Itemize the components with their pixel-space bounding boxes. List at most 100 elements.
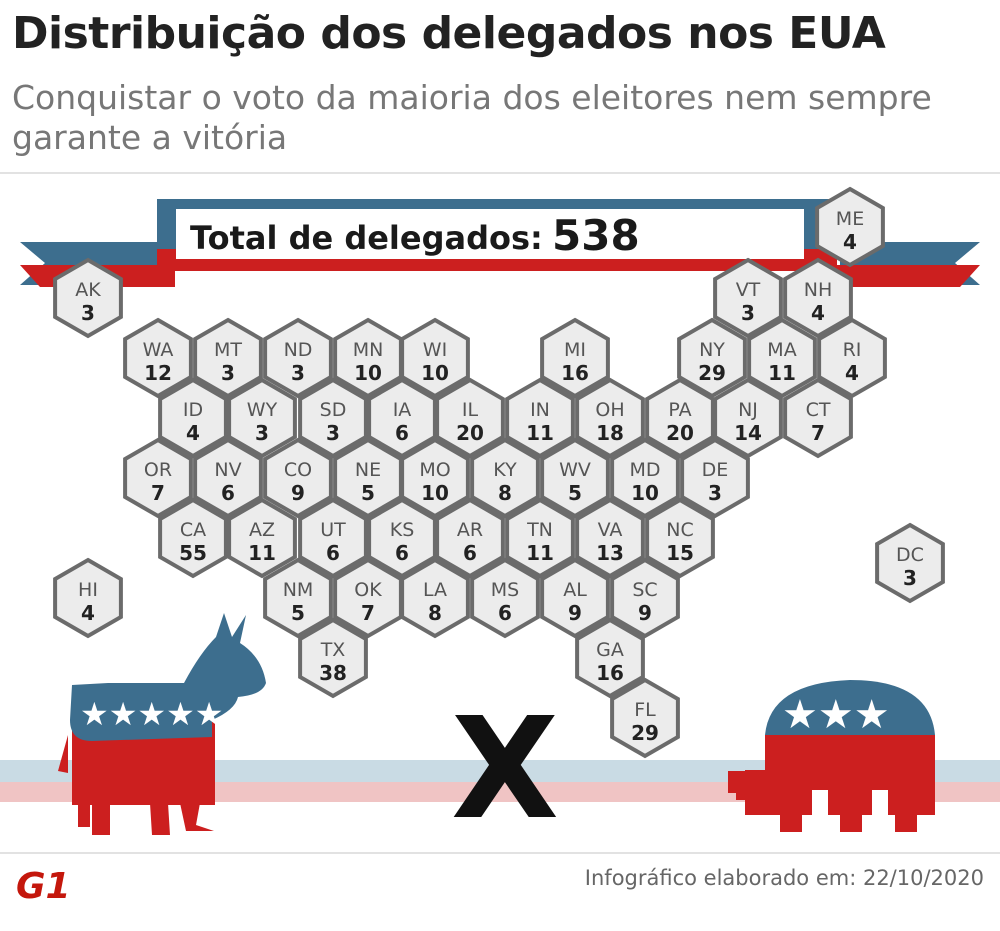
state-hex-shape [610,677,680,759]
state-abbr: AZ [249,519,275,541]
state-abbr: NJ [738,399,758,421]
state-votes: 3 [903,566,917,590]
state-abbr: FL [634,699,656,721]
state-votes: 10 [421,481,449,505]
state-abbr: NE [355,459,381,481]
state-votes: 15 [666,541,694,565]
state-abbr: CA [180,519,206,541]
state-hex-shape [680,437,750,519]
state-abbr: LA [423,579,447,601]
state-hex-wy: WY3 [227,377,297,459]
g1-logo-text: G1 [16,866,71,906]
state-votes: 11 [526,421,554,445]
delegate-map-diagram: Total de delegados: 538 ME4AK3VT3NH4WA12… [0,186,1000,851]
state-hex-shape [783,377,853,459]
state-abbr: RI [843,339,862,361]
state-hex-shape [505,377,575,459]
state-abbr: IN [530,399,550,421]
donkey-icon: ★★★★★ [58,613,266,835]
page-title: Distribuição dos delegados nos EUA [12,8,886,59]
state-hex-shape [505,497,575,579]
state-abbr: SC [632,579,657,601]
state-abbr: CT [806,399,831,421]
state-hex-shape [193,437,263,519]
state-votes: 10 [631,481,659,505]
state-hex-mt: MT3 [193,317,263,399]
state-votes: 3 [255,421,269,445]
state-hex-grid: ME4AK3VT3NH4WA12MT3ND3MN10WI10MI16NY29MA… [53,186,945,759]
state-votes: 14 [734,421,762,445]
state-hex-id: ID4 [158,377,228,459]
state-hex-shape [263,437,333,519]
state-hex-shape [713,257,783,339]
state-abbr: HI [78,579,98,601]
state-votes: 6 [395,541,409,565]
state-abbr: PA [668,399,691,421]
banner-total: 538 [552,211,640,260]
page-subtitle: Conquistar o voto da maioria dos eleitor… [12,78,932,157]
state-hex-nh: NH4 [783,257,853,339]
state-hex-ct: CT7 [783,377,853,459]
state-hex-dc: DC3 [875,522,945,604]
state-hex-de: DE3 [680,437,750,519]
state-hex-ak: AK3 [53,257,123,339]
state-abbr: VA [598,519,623,541]
state-votes: 7 [811,421,825,445]
state-hex-shape [575,497,645,579]
state-abbr: WA [143,339,174,361]
state-votes: 3 [81,301,95,325]
state-hex-shape [815,186,885,268]
state-hex-shape [575,617,645,699]
state-votes: 10 [354,361,382,385]
state-votes: 6 [463,541,477,565]
state-hex-shape [298,377,368,459]
state-abbr: GA [596,639,624,661]
state-abbr: NC [666,519,693,541]
state-hex-shape [783,257,853,339]
state-hex-shape [400,437,470,519]
state-hex-ri: RI4 [817,317,887,399]
state-abbr: KS [390,519,415,541]
state-hex-nm: NM5 [263,557,333,639]
state-hex-shape [540,317,610,399]
state-votes: 8 [498,481,512,505]
state-hex-shape [645,377,715,459]
state-hex-ks: KS6 [367,497,437,579]
state-votes: 11 [248,541,276,565]
state-hex-hi: HI4 [53,557,123,639]
state-abbr: OH [595,399,624,421]
state-hex-shape [713,377,783,459]
state-votes: 6 [498,601,512,625]
state-hex-la: LA8 [400,557,470,639]
state-votes: 3 [741,301,755,325]
state-votes: 6 [326,541,340,565]
state-hex-shape [263,317,333,399]
state-hex-shape [470,437,540,519]
state-abbr: MD [629,459,660,481]
state-hex-ky: KY8 [470,437,540,519]
state-abbr: WI [423,339,447,361]
state-votes: 29 [698,361,726,385]
state-hex-al: AL9 [540,557,610,639]
state-votes: 7 [151,481,165,505]
state-hex-vt: VT3 [713,257,783,339]
state-votes: 11 [526,541,554,565]
state-abbr: OR [144,459,172,481]
state-hex-shape [875,522,945,604]
state-hex-ok: OK7 [333,557,403,639]
state-abbr: CO [284,459,312,481]
state-votes: 4 [843,230,857,254]
state-abbr: ID [183,399,203,421]
